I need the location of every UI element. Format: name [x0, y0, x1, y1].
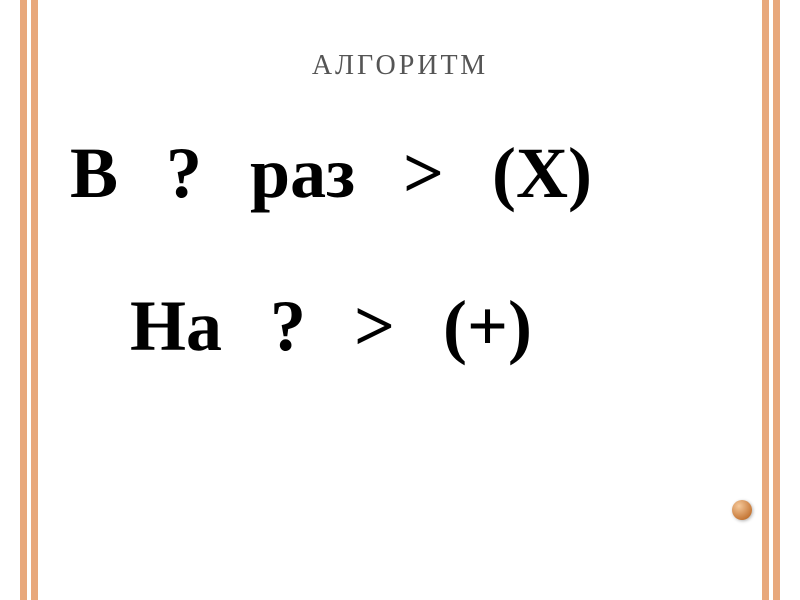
token-plus: (+) — [443, 285, 532, 368]
slide-title: АЛГОРИТМ — [60, 50, 740, 82]
token-gt-1: > — [403, 132, 444, 215]
token-v: В — [70, 132, 118, 215]
right-stripe — [762, 0, 780, 600]
token-gt-2: > — [354, 285, 395, 368]
token-na: На — [130, 285, 222, 368]
token-question-1: ? — [166, 132, 202, 215]
left-stripe — [20, 0, 38, 600]
slide: АЛГОРИТМ В ? раз > (Х) На ? > (+) — [0, 0, 800, 600]
token-raz: раз — [250, 132, 355, 215]
rule-line-2: На ? > (+) — [130, 285, 740, 368]
decorative-dot — [732, 500, 752, 520]
rule-line-1: В ? раз > (Х) — [70, 132, 740, 215]
token-question-2: ? — [270, 285, 306, 368]
token-x: (Х) — [492, 132, 592, 215]
